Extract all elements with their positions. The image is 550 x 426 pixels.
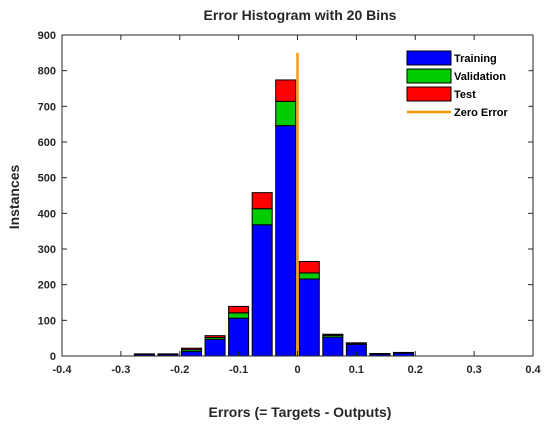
legend-label-zero-error: Zero Error bbox=[454, 107, 509, 119]
x-tick-label-4: 0 bbox=[294, 364, 300, 376]
legend-swatch-test bbox=[406, 86, 452, 102]
legend-label-training: Training bbox=[454, 53, 497, 65]
legend-swatch-validation bbox=[406, 68, 452, 84]
bar-test-10 bbox=[322, 333, 344, 336]
bar-training-10 bbox=[322, 336, 344, 357]
x-tick-label-5: 0.1 bbox=[349, 364, 364, 376]
y-tick-label-9: 900 bbox=[38, 30, 56, 42]
y-tick-label-0: 0 bbox=[50, 351, 56, 363]
y-tick-label-4: 400 bbox=[38, 208, 56, 220]
bar-test-9 bbox=[298, 260, 320, 274]
bar-validation-7 bbox=[251, 208, 273, 226]
bar-training-7 bbox=[251, 224, 273, 357]
y-tick-label-5: 500 bbox=[38, 173, 56, 185]
bar-validation-6 bbox=[228, 312, 250, 319]
legend-label-validation: Validation bbox=[454, 71, 506, 83]
x-tick-label-3: -0.1 bbox=[229, 364, 248, 376]
y-tick-label-1: 100 bbox=[38, 315, 56, 327]
bar-training-6 bbox=[228, 317, 250, 357]
legend-label-test: Test bbox=[454, 89, 476, 101]
bar-test-7 bbox=[251, 192, 273, 210]
x-tick-label-8: 0.4 bbox=[525, 364, 541, 376]
bar-training-8 bbox=[275, 125, 297, 357]
x-tick-label-6: 0.2 bbox=[408, 364, 423, 376]
bar-test-6 bbox=[228, 305, 250, 314]
bars-group bbox=[133, 79, 414, 357]
bar-validation-8 bbox=[275, 100, 297, 127]
y-tick-label-3: 300 bbox=[38, 244, 56, 256]
bar-test-4 bbox=[181, 347, 203, 351]
bar-training-4 bbox=[181, 350, 203, 357]
y-tick-label-2: 200 bbox=[38, 280, 56, 292]
bar-training-9 bbox=[298, 278, 320, 357]
x-tick-label-2: -0.2 bbox=[170, 364, 189, 376]
bar-test-8 bbox=[275, 79, 297, 102]
bar-training-5 bbox=[204, 338, 226, 357]
x-tick-label-7: 0.3 bbox=[466, 364, 481, 376]
bar-test-5 bbox=[204, 335, 226, 338]
legend: Training Validation Test Zero Error bbox=[401, 42, 529, 124]
y-tick-label-7: 700 bbox=[38, 101, 56, 113]
x-axis-label: Errors (= Targets - Outputs) bbox=[209, 404, 392, 420]
y-axis-label: Instances bbox=[6, 164, 22, 229]
x-tick-label-1: -0.3 bbox=[111, 364, 130, 376]
bar-validation-9 bbox=[298, 272, 320, 280]
bar-test-11 bbox=[345, 342, 367, 345]
y-tick-label-8: 800 bbox=[38, 66, 56, 78]
x-tick-label-0: -0.4 bbox=[53, 364, 73, 376]
legend-swatch-training bbox=[406, 50, 452, 66]
ticks-group: -0.4 -0.3 -0.2 -0.1 0 0.1 0.2 0.3 0.4 0 100 200 300 4… bbox=[38, 30, 542, 376]
y-tick-label-6: 600 bbox=[38, 137, 56, 149]
chart-title: Error Histogram with 20 Bins bbox=[204, 7, 397, 23]
